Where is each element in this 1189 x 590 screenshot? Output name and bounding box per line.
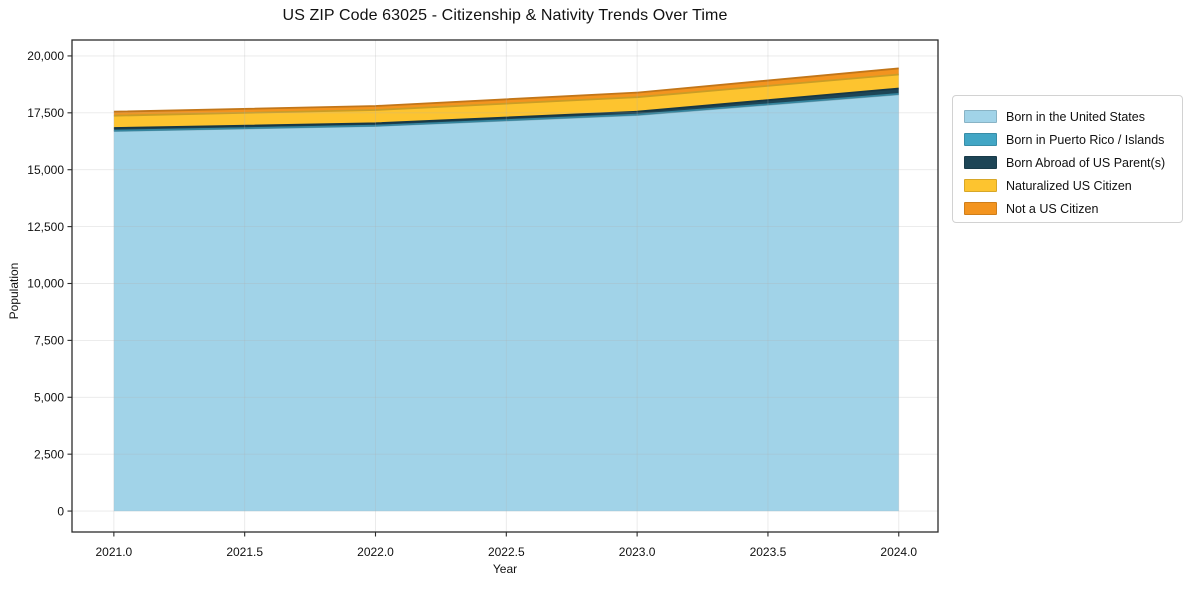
y-tick-label: 20,000 [27,49,64,63]
legend-item: Not a US Citizen [964,197,1182,220]
x-tick-label: 2023.0 [619,545,656,559]
area-series-0 [113,94,899,512]
x-tick-label: 2022.5 [488,545,525,559]
legend-label: Born in the United States [1006,109,1145,124]
legend-item: Born Abroad of US Parent(s) [964,151,1182,174]
area-edge-4 [113,67,899,113]
legend-swatch-naturalized-icon [964,179,997,192]
y-tick-label: 2,500 [34,447,64,461]
x-tick-label: 2023.5 [750,545,787,559]
plot-border [71,39,939,533]
x-tick-label: 2024.0 [880,545,917,559]
area-series-4 [113,68,899,116]
area-edge-2 [113,87,899,129]
x-tick-label: 2021.5 [226,545,263,559]
x-tick-label: 2022.0 [357,545,394,559]
legend-item: Born in the United States [964,105,1182,128]
y-tick-label: 12,500 [27,220,64,234]
y-tick-label: 7,500 [34,334,64,348]
y-tick-label: 17,500 [27,106,64,120]
y-axis-label: Population [7,262,21,320]
legend-label: Naturalized US Citizen [1006,178,1132,193]
legend-swatch-born-abroad-icon [964,156,997,169]
legend-item: Born in Puerto Rico / Islands [964,128,1182,151]
area-edge-1 [113,93,899,132]
area-series-3 [113,74,899,128]
legend-swatch-puerto-rico-icon [964,133,997,146]
legend-swatch-born-us-icon [964,110,997,123]
legend-label: Born in Puerto Rico / Islands [1006,132,1165,147]
area-edge-3 [113,73,899,117]
y-tick-label: 5,000 [34,390,64,404]
legend-item: Naturalized US Citizen [964,174,1182,197]
x-tick-label: 2021.0 [96,545,133,559]
legend: Born in the United States Born in Puerto… [952,95,1183,223]
y-tick-label: 15,000 [27,163,64,177]
y-tick-label: 10,000 [27,277,64,291]
chart-title: US ZIP Code 63025 - Citizenship & Nativi… [282,7,728,24]
legend-swatch-not-citizen-icon [964,202,997,215]
y-tick-label: 0 [57,504,64,518]
x-axis-label: Year [492,562,518,576]
legend-label: Born Abroad of US Parent(s) [1006,155,1166,170]
legend-label: Not a US Citizen [1006,201,1099,216]
